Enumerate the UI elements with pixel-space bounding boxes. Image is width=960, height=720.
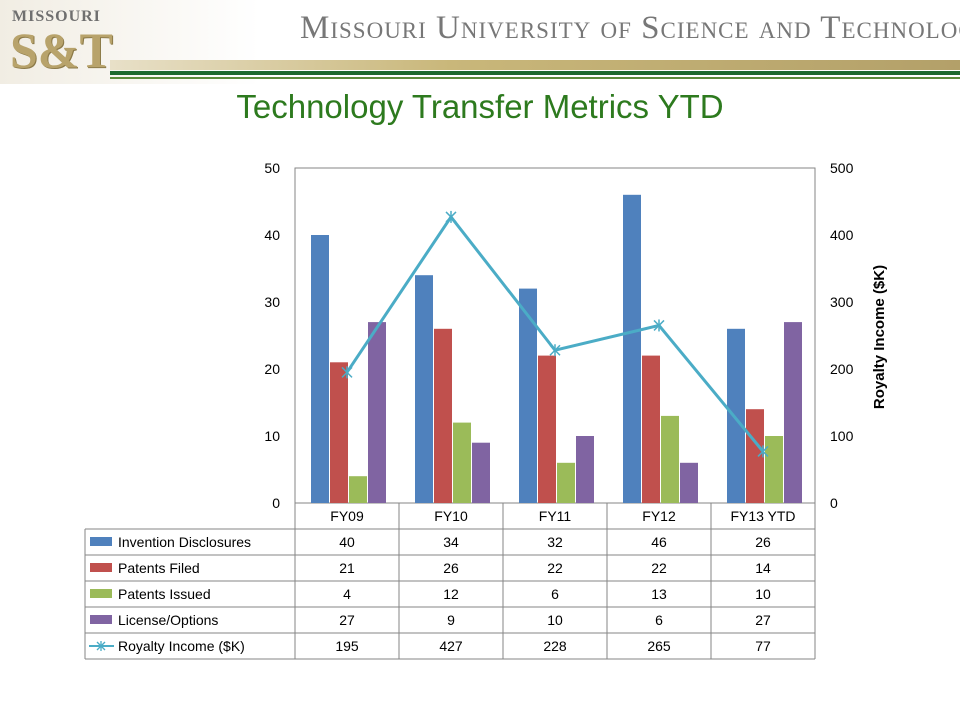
royalty-income-point-fy13-ytd (757, 445, 769, 458)
bar-invention-disclosures-fy09 (311, 235, 329, 503)
table-category-header: FY10 (434, 508, 468, 524)
table-value-cell: 26 (443, 560, 459, 576)
bar-patents-issued-fy12 (661, 415, 679, 503)
table-value-cell: 13 (651, 586, 667, 602)
header-rule-green (110, 71, 960, 75)
bar-patents-filed-fy09 (330, 362, 348, 503)
royalty-income-point-fy12 (653, 319, 665, 332)
slide-header: MISSOURI S&T Missouri University of Scie… (0, 0, 960, 84)
bar-patents-issued-fy09 (349, 476, 367, 503)
right-axis-label: Royalty Income ($K) (871, 265, 888, 409)
table-series-label: Royalty Income ($K) (118, 638, 245, 654)
header-rule-green-thin (110, 77, 960, 79)
bar-patents-issued-fy10 (453, 422, 471, 503)
bar-license-options-fy10 (472, 442, 490, 503)
legend-key-invention-disclosures (90, 537, 112, 546)
right-axis-tick-label: 100 (830, 428, 854, 444)
table-value-cell: 21 (339, 560, 355, 576)
table-category-header: FY11 (539, 508, 572, 524)
bar-invention-disclosures-fy11 (519, 288, 537, 503)
left-axis-tick-label: 40 (264, 227, 280, 243)
bar-patents-filed-fy12 (642, 355, 660, 503)
left-axis-tick-label: 0 (272, 495, 280, 511)
bar-license-options-fy13-ytd (784, 322, 802, 503)
table-value-cell: 6 (655, 612, 663, 628)
bar-license-options-fy09 (368, 322, 386, 503)
university-logo: MISSOURI S&T (8, 4, 113, 78)
table-category-header: FY09 (330, 508, 364, 524)
table-value-cell: 12 (443, 586, 459, 602)
table-value-cell: 26 (755, 534, 771, 550)
right-axis-tick-label: 0 (830, 495, 838, 511)
table-value-cell: 228 (543, 638, 567, 654)
left-axis-tick-label: 50 (264, 160, 280, 176)
university-name: Missouri University of Science and Techn… (300, 10, 960, 46)
table-value-cell: 34 (443, 534, 459, 550)
line-series-group (341, 210, 769, 458)
table-value-cell: 10 (755, 586, 771, 602)
bar-patents-filed-fy11 (538, 355, 556, 503)
table-value-cell: 22 (547, 560, 563, 576)
table-series-label: Patents Issued (118, 586, 211, 602)
bar-patents-issued-fy11 (557, 462, 575, 503)
royalty-income-point-fy10 (445, 210, 457, 223)
bar-patents-filed-fy13-ytd (746, 409, 764, 503)
table-value-cell: 10 (547, 612, 563, 628)
royalty-income-point-fy09 (341, 366, 353, 379)
header-rule-gold (110, 60, 960, 70)
left-axis-tick-label: 30 (264, 294, 280, 310)
table-value-cell: 4 (343, 586, 351, 602)
bar-license-options-fy12 (680, 462, 698, 503)
bar-patents-filed-fy10 (434, 328, 452, 503)
right-axis-tick-label: 400 (830, 227, 854, 243)
bar-license-options-fy11 (576, 436, 594, 503)
table-value-cell: 32 (547, 534, 563, 550)
logo-wordmark-bottom: S&T (10, 22, 113, 78)
table-value-cell: 22 (651, 560, 667, 576)
bar-invention-disclosures-fy13-ytd (727, 328, 745, 503)
legend-key-patents-filed (90, 563, 112, 572)
table-value-cell: 27 (339, 612, 355, 628)
right-axis-tick-label: 500 (830, 160, 854, 176)
bar-series-group (311, 194, 802, 504)
table-series-label: Invention Disclosures (118, 534, 251, 550)
legend-key-patents-issued (90, 589, 112, 598)
data-table: FY09 FY10 FY11 FY12 FY13 YTD Invention Disclo… (84, 503, 816, 660)
slide-title: Technology Transfer Metrics YTD (236, 88, 724, 125)
left-axis-tick-label: 20 (264, 361, 280, 377)
table-category-header: FY13 YTD (730, 508, 795, 524)
royalty-income-point-fy11 (549, 344, 561, 357)
table-value-cell: 427 (439, 638, 463, 654)
legend-key-license-options (90, 615, 112, 624)
table-value-cell: 77 (755, 638, 771, 654)
logo-wordmark-top: MISSOURI (12, 8, 101, 25)
table-value-cell: 6 (551, 586, 559, 602)
table-value-cell: 27 (755, 612, 771, 628)
bar-patents-issued-fy13-ytd (765, 436, 783, 503)
right-axis-tick-label: 300 (830, 294, 854, 310)
table-value-cell: 46 (651, 534, 667, 550)
table-value-cell: 14 (755, 560, 771, 576)
table-series-label: Patents Filed (118, 560, 200, 576)
table-value-cell: 265 (647, 638, 671, 654)
left-axis-tick-label: 10 (264, 428, 280, 444)
table-value-cell: 40 (339, 534, 355, 550)
table-value-cell: 9 (447, 612, 455, 628)
bar-invention-disclosures-fy12 (623, 194, 641, 504)
right-axis-tick-label: 200 (830, 361, 854, 377)
bar-invention-disclosures-fy10 (415, 275, 433, 503)
table-value-cell: 195 (335, 638, 359, 654)
table-series-label: License/Options (118, 612, 218, 628)
table-category-header: FY12 (642, 508, 676, 524)
